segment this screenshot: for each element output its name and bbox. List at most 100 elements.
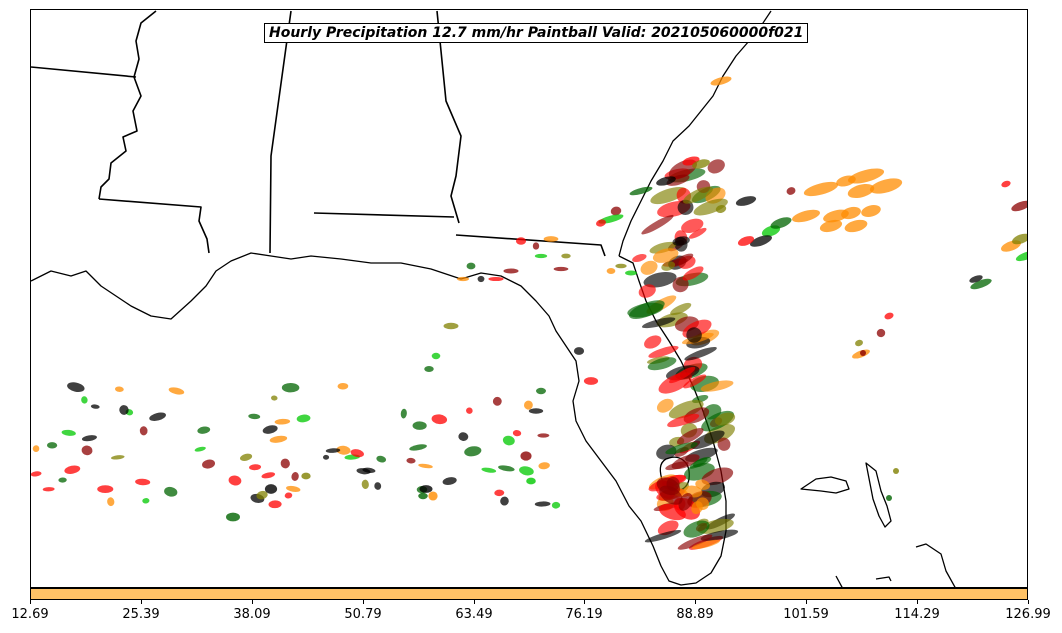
precip-paintball xyxy=(647,357,677,371)
precip-paintball xyxy=(114,386,124,392)
map-title: Hourly Precipitation 12.7 mm/hr Paintbal… xyxy=(264,23,809,43)
precip-paintball xyxy=(164,486,178,497)
precip-paintball xyxy=(659,485,683,505)
colorbar-tick-label: 50.79 xyxy=(344,607,382,622)
mississippi-river-border xyxy=(98,10,157,200)
precip-paintball xyxy=(969,275,983,283)
precip-paintball xyxy=(692,159,710,169)
precip-paintball xyxy=(534,253,548,259)
colorbar-tick-label: 101.59 xyxy=(783,607,829,622)
colorbar-tick-label: 88.89 xyxy=(676,607,714,622)
precip-paintball xyxy=(537,433,550,438)
colorbar-tick-label: 63.49 xyxy=(455,607,493,622)
precip-paintball xyxy=(443,322,459,330)
georgia-florida-border xyxy=(455,234,606,257)
precip-paintball xyxy=(325,448,341,453)
precip-paintball xyxy=(792,209,820,223)
precip-paintball xyxy=(1015,250,1027,262)
colorbar-tick-label: 38.09 xyxy=(233,607,271,622)
colorbar-tick-mark xyxy=(474,600,475,604)
precip-paintball xyxy=(503,268,519,274)
state-boundaries xyxy=(31,10,606,257)
precip-paintball xyxy=(291,472,299,481)
andros-island xyxy=(800,476,850,494)
precip-paintball xyxy=(515,237,527,245)
precip-paintball xyxy=(431,414,448,425)
colorbar-tick-mark xyxy=(1028,600,1029,604)
precip-paintball xyxy=(269,435,288,443)
precip-paintball xyxy=(643,271,677,288)
precip-paintball xyxy=(665,442,698,455)
precip-paintball xyxy=(64,465,81,474)
colorbar-tick-mark xyxy=(917,600,918,604)
precip-paintball xyxy=(847,168,885,184)
precip-paintball xyxy=(356,468,371,475)
abaco-island xyxy=(865,462,892,528)
precip-paintball xyxy=(683,374,707,389)
precip-paintball xyxy=(683,520,710,538)
precip-paintball xyxy=(67,382,85,392)
precip-paintball xyxy=(240,453,253,461)
gulf-coast xyxy=(31,252,727,586)
precip-paintball xyxy=(32,445,40,453)
precip-paintball xyxy=(168,387,185,395)
colorbar-tick-mark xyxy=(695,600,696,604)
precip-paintball xyxy=(31,471,42,477)
precip-paintball xyxy=(526,477,536,485)
precip-paintball xyxy=(456,276,470,282)
precip-paintball xyxy=(644,529,682,543)
precip-paintball xyxy=(641,214,674,235)
alabama-georgia-border xyxy=(436,10,462,224)
precip-paintball xyxy=(696,497,709,511)
colorbar-tick-mark xyxy=(252,600,253,604)
precip-paintball xyxy=(672,276,689,293)
coastline xyxy=(31,10,956,587)
precip-paintball xyxy=(424,365,434,373)
precip-paintball xyxy=(418,492,428,500)
precip-paintball xyxy=(1001,180,1011,188)
precip-paintball xyxy=(284,492,293,499)
precip-paintball xyxy=(668,400,704,419)
precip-paintball xyxy=(418,463,433,469)
precip-paintball xyxy=(886,495,892,501)
precip-paintball xyxy=(669,366,696,384)
precip-paintball xyxy=(656,398,674,413)
precip-paintballs xyxy=(31,76,1027,550)
precip-paintball xyxy=(419,485,433,493)
precip-paintball xyxy=(700,380,734,392)
precip-paintball xyxy=(61,429,76,436)
precip-paintball xyxy=(650,186,687,205)
precip-paintball xyxy=(428,491,438,501)
precip-paintball xyxy=(281,382,300,393)
precip-paintball xyxy=(583,377,599,385)
precip-paintball xyxy=(431,352,441,360)
precip-paintball xyxy=(676,428,704,445)
precip-paintball xyxy=(492,396,502,406)
precip-paintball xyxy=(625,270,637,276)
precip-paintball xyxy=(695,479,710,490)
precip-paintball xyxy=(661,261,676,271)
precip-paintball xyxy=(194,446,206,452)
cuba-coast xyxy=(835,543,956,587)
precip-paintball xyxy=(107,497,115,507)
precip-paintball xyxy=(502,435,515,446)
precip-paintball xyxy=(681,218,704,234)
precip-paintball xyxy=(361,479,369,489)
colorbar-tick-label: 114.29 xyxy=(894,607,940,622)
precip-paintball xyxy=(884,312,894,320)
precip-paintball xyxy=(149,412,166,421)
precip-paintball xyxy=(256,490,268,500)
precip-paintball xyxy=(274,418,291,425)
colorbar xyxy=(30,588,1028,600)
arkansas-louisiana-border xyxy=(31,66,137,78)
precip-paintball xyxy=(458,432,469,441)
precip-paintball xyxy=(667,413,700,428)
precip-paintball xyxy=(228,475,242,486)
precip-paintball xyxy=(466,262,476,270)
precip-paintball xyxy=(627,302,664,318)
precip-paintball xyxy=(686,327,702,343)
precip-paintball xyxy=(551,501,561,509)
precip-paintball xyxy=(717,437,731,451)
precip-paintball xyxy=(350,449,364,458)
precip-paintball xyxy=(466,407,473,414)
